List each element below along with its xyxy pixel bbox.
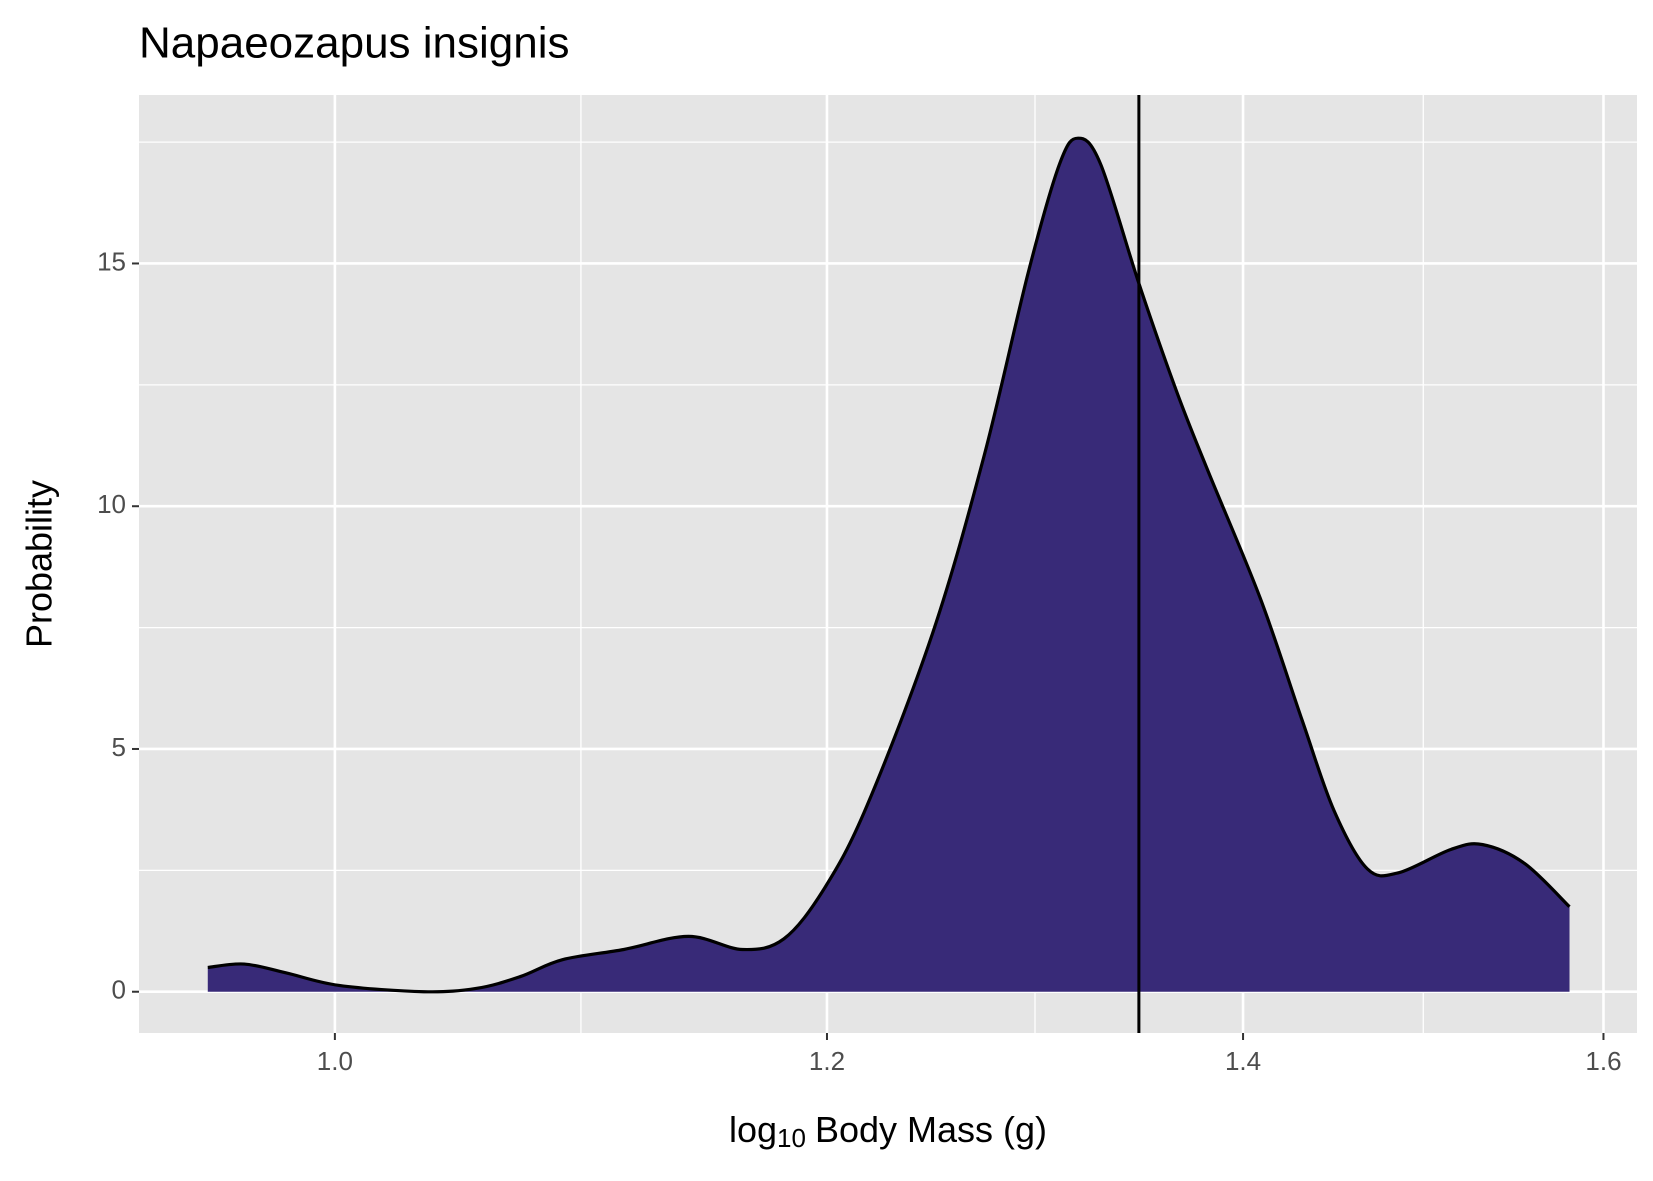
x-axis-title-part: Body Mass (g)	[815, 1109, 1047, 1150]
y-axis-title: Probability	[19, 480, 60, 648]
x-axis-title-subscript: 10	[777, 1123, 806, 1153]
density-line	[207, 136, 1571, 994]
x-axis-title: log10 Body Mass (g)	[729, 1109, 1047, 1153]
density-area	[207, 138, 1570, 992]
x-tick-label: 1.2	[809, 1046, 845, 1076]
y-tick-label: 5	[112, 732, 126, 762]
chart-title: Napaeozapus insignis	[139, 19, 570, 68]
y-tick-label: 10	[97, 489, 126, 519]
x-tick-label: 1.0	[317, 1046, 353, 1076]
x-tick-label: 1.6	[1585, 1046, 1621, 1076]
y-tick-label: 0	[112, 975, 126, 1005]
y-tick-label: 15	[97, 246, 126, 276]
x-axis-title-part: log	[729, 1109, 777, 1150]
x-tick-label: 1.4	[1225, 1046, 1261, 1076]
